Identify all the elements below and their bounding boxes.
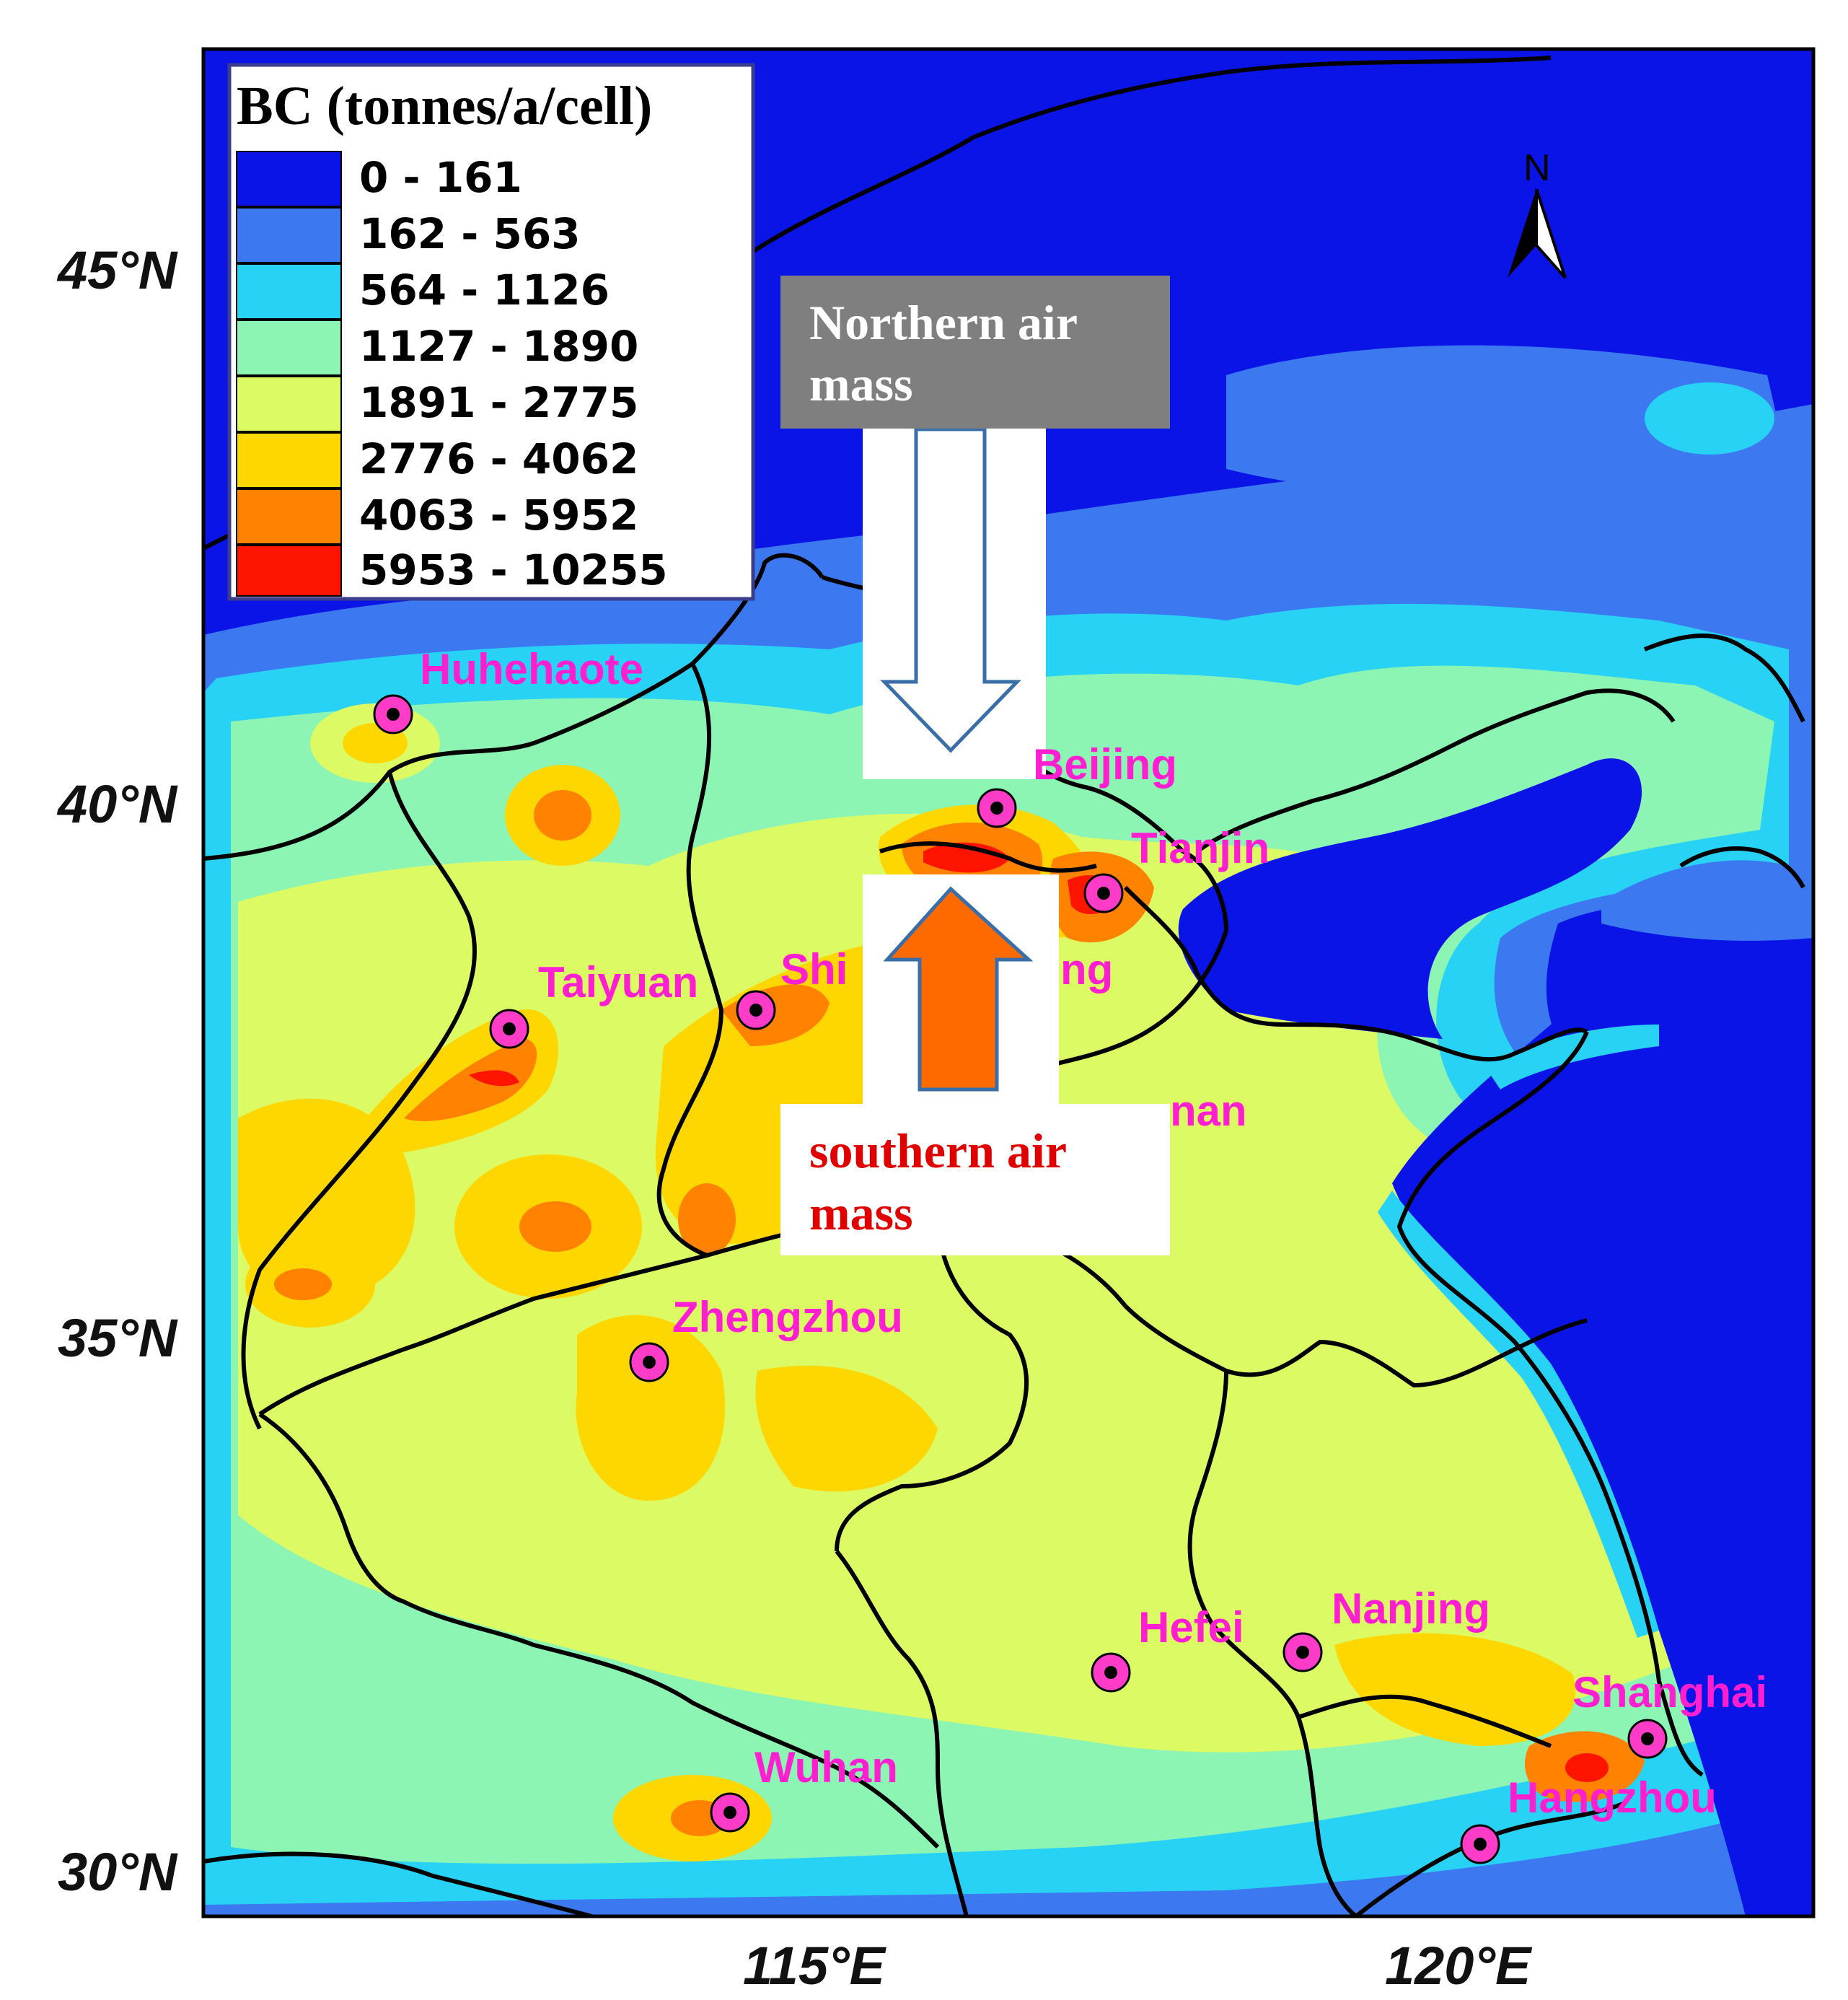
city-marker-nanjing [1282,1632,1323,1672]
northern-air-mass-annotation: Northern air mass [780,276,1170,779]
city-marker-wuhan [710,1792,750,1833]
city-marker-shanghai [1627,1719,1668,1759]
city-label-shijiazhuang: Shi [780,945,848,994]
legend-label-3: 1127 - 1890 [359,322,638,371]
legend-label-2: 564 - 1126 [359,266,610,315]
legend-swatch-4 [236,376,342,432]
city-marker-huhehaote [373,694,413,734]
city-labels: Huhehaote Beijing Tianjin Taiyuan Shi ng… [420,645,1767,1822]
southern-air-mass-annotation: southern air mass [780,874,1170,1255]
legend-label-4: 1891 - 2775 [359,378,638,427]
city-marker-hangzhou [1460,1824,1500,1864]
legend-swatch-7 [236,545,342,597]
city-label-beijing: Beijing [1033,740,1177,789]
city-marker-zhengzhou [629,1342,669,1382]
svg-text:N: N [1523,147,1551,189]
legend-label-7: 5953 - 10255 [359,545,668,595]
city-markers [373,694,1668,1864]
lat-tick-40: 40°N [56,774,178,834]
city-label-taiyuan: Taiyuan [538,958,698,1006]
coastline [1123,633,1805,1777]
lon-tick-115: 115°E [743,1936,887,1996]
lat-tick-45: 45°N [56,240,178,300]
city-label-wuhan: Wuhan [754,1743,898,1791]
legend-label-0: 0 - 161 [359,153,522,202]
city-label-jinan: nan [1170,1087,1247,1135]
city-marker-shijiazhuang [736,990,776,1030]
city-label-shanghai: Shanghai [1572,1668,1767,1716]
north-arrow-icon: N [1508,147,1567,279]
legend-swatch-5 [236,432,342,488]
city-marker-tianjin [1083,873,1124,913]
map-frame [201,47,1816,1918]
city-label-huhehaote: Huhehaote [420,645,643,693]
legend: BC (tonnes/a/cell) 0 - 161 162 - 563 564… [227,63,755,601]
lat-tick-35: 35°N [58,1308,178,1368]
city-label-tianjin: Tianjin [1131,824,1270,872]
city-label-hefei: Hefei [1138,1603,1244,1652]
city-marker-hefei [1091,1652,1131,1693]
legend-label-1: 162 - 563 [359,209,581,258]
legend-swatch-0 [236,151,342,207]
legend-label-5: 2776 - 4062 [359,434,638,483]
legend-swatch-3 [236,320,342,376]
southern-arrow-icon [883,886,1034,1092]
city-label-shijiazhuang-tail: ng [1060,945,1113,994]
southern-label-line1: southern air [809,1123,1067,1178]
city-marker-taiyuan [489,1009,529,1049]
city-label-nanjing: Nanjing [1332,1584,1490,1633]
city-label-zhengzhou: Zhengzhou [672,1293,903,1341]
legend-swatch-2 [236,263,342,320]
lon-tick-120: 120°E [1385,1936,1533,1996]
northern-label-line1: Northern air [809,295,1078,350]
legend-swatch-6 [236,488,342,545]
southern-label-line2: mass [809,1185,913,1240]
legend-title: BC (tonnes/a/cell) [237,76,652,136]
city-marker-beijing [977,788,1017,828]
legend-label-6: 4063 - 5952 [359,491,638,540]
city-label-hangzhou: Hangzhou [1508,1773,1717,1822]
northern-label-line2: mass [809,356,913,411]
northern-arrow-icon [880,427,1021,753]
emission-field [203,49,1813,1916]
legend-swatch-1 [236,207,342,263]
lat-tick-30: 30°N [58,1842,178,1902]
